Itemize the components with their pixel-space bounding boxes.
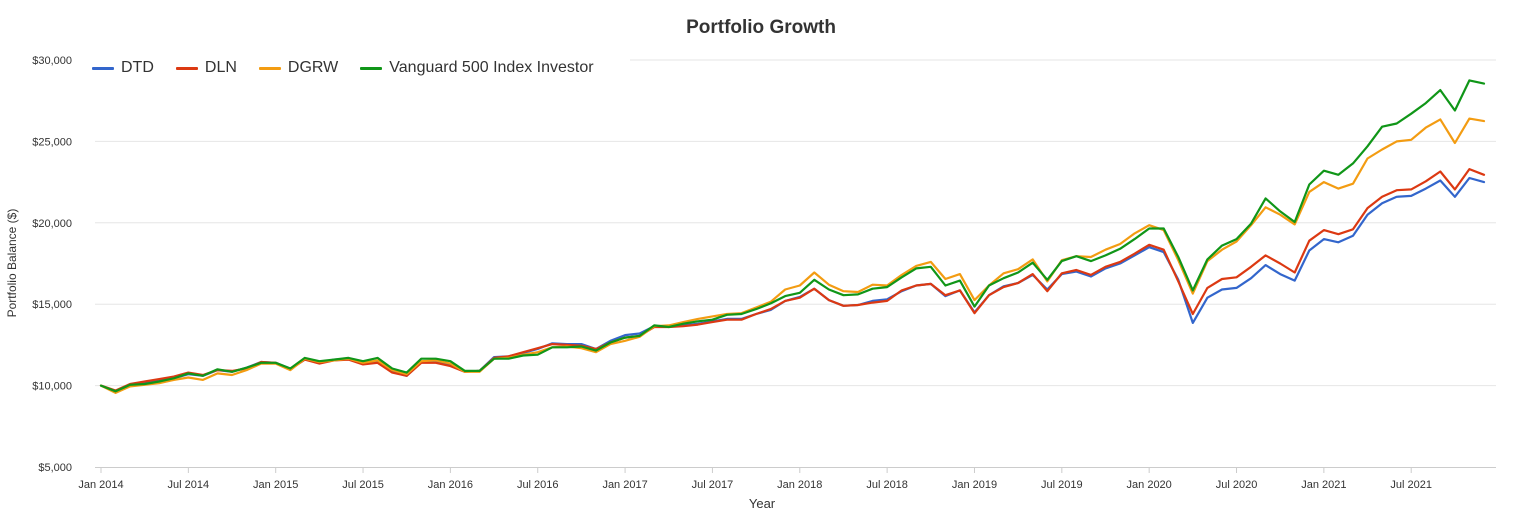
legend-item-1[interactable]: DTD: [92, 59, 154, 77]
legend-label: Vanguard 500 Index Investor: [389, 59, 594, 76]
x-tick-label: Jan 2015: [253, 479, 298, 491]
y-tick-label: $15,000: [32, 299, 72, 311]
legend-swatch: [175, 66, 198, 70]
legend-label: DTD: [121, 59, 154, 76]
legend-label: DLN: [204, 59, 237, 76]
x-tick-label: Jan 2021: [1301, 479, 1346, 491]
x-tick-label: Jan 2018: [777, 479, 822, 491]
legend-swatch: [92, 66, 114, 70]
x-tick-label: Jul 2014: [168, 479, 210, 491]
y-tick-label: $25,000: [32, 136, 72, 148]
x-tick-label: Jul 2018: [866, 479, 908, 491]
legend-swatch: [258, 66, 281, 70]
chart-title: Portfolio Growth: [686, 17, 836, 38]
legend-item-2[interactable]: DLN: [175, 59, 237, 77]
y-tick-label: $10,000: [32, 381, 72, 393]
x-tick-label: Jul 2017: [692, 479, 734, 491]
x-tick-label: Jul 2019: [1041, 479, 1083, 491]
legend-item-3[interactable]: DGRW: [258, 59, 339, 77]
x-tick-label: Jul 2015: [342, 479, 384, 491]
x-tick-label: Jul 2020: [1216, 479, 1258, 491]
x-tick-label: Jul 2021: [1390, 479, 1432, 491]
x-tick-label: Jan 2017: [602, 479, 647, 491]
legend-item-4[interactable]: Vanguard 500 Index Investor: [360, 59, 594, 77]
series-line-3: [99, 117, 1486, 394]
y-tick-label: $30,000: [32, 55, 72, 67]
series-line-2: [99, 168, 1486, 392]
x-tick-label: Jan 2016: [428, 479, 473, 491]
series-line-4: [99, 79, 1486, 393]
x-tick-label: Jan 2014: [78, 479, 123, 491]
x-tick-label: Jul 2016: [517, 479, 559, 491]
legend: DTD DLN DGRW Vanguard 500 Index Investor: [92, 56, 630, 80]
y-tick-label: $5,000: [38, 462, 72, 474]
y-tick-label: $20,000: [32, 218, 72, 230]
legend-label: DGRW: [287, 59, 339, 76]
x-tick-label: Jan 2020: [1127, 479, 1172, 491]
legend-swatch: [360, 66, 383, 70]
x-tick-label: Jan 2019: [952, 479, 997, 491]
